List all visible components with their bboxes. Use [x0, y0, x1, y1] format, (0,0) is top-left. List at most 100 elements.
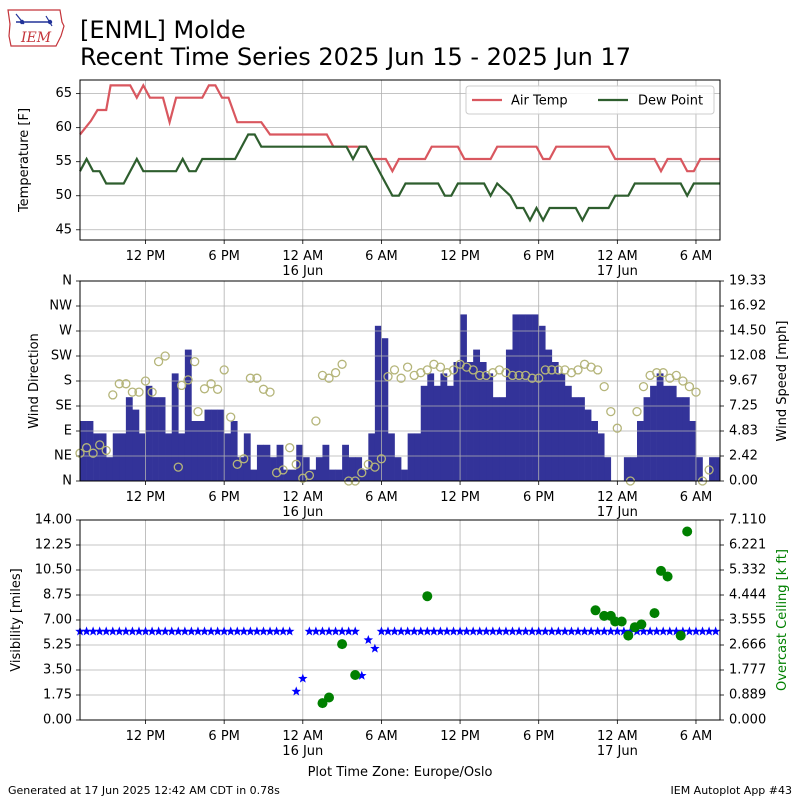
wind-direction-point	[389, 365, 400, 375]
visibility-point	[684, 626, 695, 636]
visibility-point	[501, 626, 511, 636]
ceiling-point	[422, 591, 433, 602]
visibility-point	[514, 626, 524, 636]
wind-speed-bar	[597, 433, 605, 481]
wind-speed-bar	[171, 373, 179, 481]
visibility-point	[461, 626, 472, 636]
wind-speed-bar	[335, 469, 343, 481]
temp-xtick-label: 6 PM	[523, 249, 554, 264]
visibility-point	[337, 626, 347, 636]
visibility-point	[330, 626, 341, 636]
visibility-point	[402, 626, 413, 636]
wind-speed-bar	[650, 385, 657, 481]
vis-xlabel: Plot Time Zone: Europe/Oslo	[308, 765, 493, 780]
wind-direction-point	[190, 356, 200, 367]
ceiling-point	[337, 639, 348, 650]
ceiling-point	[590, 605, 601, 616]
visibility-point	[134, 626, 144, 636]
wind-direction-point	[88, 448, 98, 458]
wind-speed-bar	[237, 457, 245, 481]
wind-speed-bar	[538, 325, 546, 481]
ceiling-tick-label: 7.110	[729, 513, 766, 528]
visibility-point	[245, 626, 256, 636]
wind-direction-point	[245, 373, 256, 383]
visibility-point	[311, 626, 321, 636]
visibility-point	[370, 643, 380, 653]
temp-ylabel: Temperature [F]	[17, 108, 32, 213]
wind-direction-point	[147, 387, 157, 397]
wind-direction-point	[468, 365, 478, 375]
wind-direction-point	[173, 462, 183, 472]
visibility-point	[710, 626, 721, 636]
vis-tick-label: 3.50	[43, 663, 72, 678]
wind-speed-bar	[394, 457, 402, 481]
wind-speed-bar	[460, 314, 467, 481]
wind-speed-bar	[407, 433, 415, 481]
visibility-point	[612, 626, 623, 636]
visibility-point	[474, 626, 485, 636]
ceiling-point	[682, 526, 693, 537]
wind-speed-bar	[564, 385, 572, 481]
wind-speed-bar	[433, 385, 441, 481]
wind-direction-point	[691, 387, 701, 397]
wind-direction-point	[252, 373, 262, 383]
wind-dir-tick-label: S	[64, 374, 72, 389]
wind-direction-point	[81, 443, 92, 453]
svg-text:IEM: IEM	[20, 30, 52, 46]
visibility-point	[108, 626, 118, 636]
wind-direction-point	[127, 387, 138, 397]
wind-speed-bar	[630, 457, 638, 481]
wind-dir-tick-label: NE	[54, 449, 72, 464]
ceiling-point	[649, 608, 660, 619]
vis-xtick-label: 6 PM	[523, 729, 554, 744]
wind-speed-bar	[191, 420, 199, 481]
visibility-point	[180, 626, 190, 636]
wind-xtick-label: 6 AM	[680, 490, 713, 505]
legend-air-temp-label: Air Temp	[511, 94, 568, 109]
wind-direction-point	[265, 387, 275, 397]
wind-direction-point	[291, 459, 301, 469]
wind-xtick-label: 12 AM	[597, 490, 638, 505]
ceiling-tick-label: 3.555	[729, 613, 766, 628]
wind-speed-tick-label: 9.67	[729, 374, 758, 389]
wind-direction-point	[593, 365, 603, 375]
wind-speed-bar	[125, 397, 133, 481]
temp-legend: Air Temp Dew Point	[465, 85, 715, 115]
ceiling-point	[662, 571, 673, 582]
wind-dir-tick-label: NW	[49, 299, 72, 314]
visibility-point	[579, 626, 590, 636]
visibility-point	[448, 626, 459, 636]
visibility-point	[219, 626, 229, 636]
wind-direction-point	[193, 406, 203, 417]
wind-direction-point	[160, 351, 170, 361]
wind-direction-point	[402, 362, 413, 372]
visibility-point	[363, 635, 374, 645]
visibility-point	[140, 626, 151, 636]
wind-speed-bar	[224, 433, 232, 481]
visibility-point	[252, 626, 262, 636]
vis-tick-label: 0.00	[43, 713, 72, 728]
wind-speed-bar	[414, 433, 422, 481]
wind-speed-bar	[420, 385, 428, 481]
wind-speed-bar	[558, 373, 566, 481]
wind-dir-tick-label: E	[64, 424, 72, 439]
visibility-point	[265, 626, 275, 636]
visibility-point	[166, 626, 177, 636]
wind-speed-bar	[256, 444, 264, 481]
visibility-point	[697, 626, 708, 636]
wind-direction-point	[176, 380, 187, 391]
legend-box	[465, 85, 715, 115]
temp-xtick-label: 12 PM	[126, 249, 166, 264]
vis-xtick-label: 6 AM	[680, 729, 713, 744]
wind-speed-bar	[492, 397, 500, 481]
visibility-point	[81, 626, 92, 636]
wind-direction-point	[527, 373, 537, 383]
ceiling-point	[317, 698, 328, 709]
wind-direction-point	[534, 373, 544, 383]
visibility-point	[212, 626, 223, 636]
wind-speed-bar	[322, 444, 330, 481]
wind-direction-point	[108, 390, 118, 400]
wind-speed-ylabel: Wind Speed [mph]	[775, 321, 790, 442]
ceiling-tick-label: 1.777	[729, 663, 766, 678]
